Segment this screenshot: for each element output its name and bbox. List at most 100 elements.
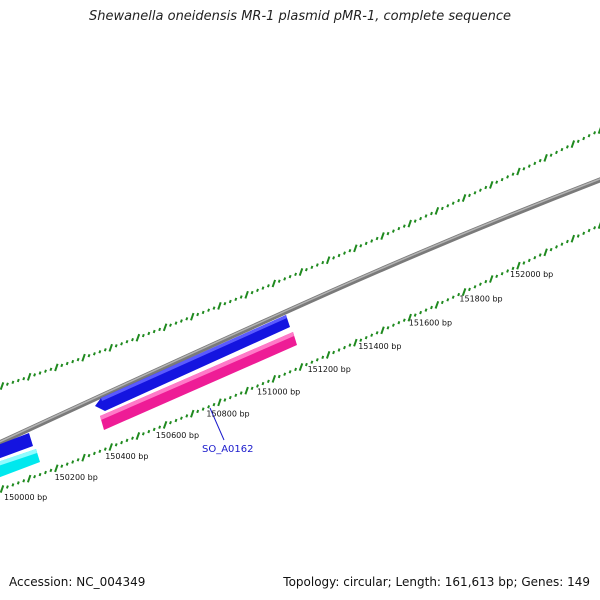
topology-text: Topology: circular; Length: 161,613 bp; … bbox=[283, 575, 590, 589]
ruler-major-tick bbox=[54, 464, 59, 473]
ruler-minor-tick bbox=[304, 267, 308, 272]
ruler-minor-tick bbox=[87, 453, 91, 458]
ruler-major-tick bbox=[190, 312, 195, 321]
ruler-minor-tick bbox=[131, 337, 134, 342]
ruler-minor-tick bbox=[397, 226, 401, 231]
ruler-minor-tick bbox=[201, 407, 205, 411]
ruler-minor-tick bbox=[169, 323, 172, 327]
ruler-major-tick bbox=[135, 333, 141, 342]
ruler-minor-tick bbox=[332, 256, 336, 260]
ruler-minor-tick bbox=[359, 338, 363, 342]
ruler-minor-tick bbox=[174, 418, 178, 423]
ruler-minor-tick bbox=[261, 286, 265, 290]
ruler-minor-tick bbox=[315, 358, 319, 362]
ruler-minor-tick bbox=[49, 468, 53, 473]
ruler-minor-tick bbox=[484, 279, 488, 284]
ruler-tick-label: 152000 bp bbox=[510, 270, 553, 279]
ruler-minor-tick bbox=[560, 242, 564, 246]
ruler-major-tick bbox=[135, 432, 141, 440]
ruler-minor-tick bbox=[391, 229, 395, 233]
ruler-minor-tick bbox=[419, 310, 423, 315]
ruler-minor-tick bbox=[60, 363, 64, 368]
ruler-minor-tick bbox=[294, 272, 298, 277]
ruler-minor-tick bbox=[413, 313, 417, 317]
map-title: Shewanella oneidensis MR-1 plasmid pMR-1… bbox=[88, 9, 512, 24]
gene-block-forward[interactable] bbox=[0, 433, 33, 460]
ruler-major-tick bbox=[461, 194, 467, 202]
gene-block-reverse-cyan-highlight bbox=[0, 449, 37, 466]
ruler-minor-tick bbox=[152, 329, 156, 334]
ruler-minor-tick bbox=[506, 175, 510, 179]
gene-block-reverse-cyan[interactable] bbox=[0, 449, 40, 479]
ruler-minor-tick bbox=[533, 161, 537, 166]
ruler-minor-tick bbox=[92, 451, 96, 456]
ruler-major-tick bbox=[353, 244, 358, 253]
gene-block-reverse[interactable] bbox=[100, 332, 297, 430]
ruler-major-tick bbox=[162, 420, 168, 429]
ruler-minor-tick bbox=[185, 317, 189, 321]
ruler-minor-tick bbox=[527, 258, 531, 263]
ruler-minor-tick bbox=[71, 460, 75, 464]
ruler-major-tick bbox=[298, 268, 304, 276]
ruler-minor-tick bbox=[337, 348, 341, 352]
ruler-minor-tick bbox=[495, 274, 499, 279]
ruler-major-tick bbox=[434, 300, 440, 309]
gene-arrow-forward[interactable] bbox=[95, 315, 290, 411]
ruler-minor-tick bbox=[527, 164, 531, 168]
ruler-minor-tick bbox=[451, 201, 455, 205]
ruler-minor-tick bbox=[473, 285, 477, 289]
ruler-minor-tick bbox=[22, 376, 26, 381]
ruler-minor-tick bbox=[120, 440, 124, 445]
ruler-minor-tick bbox=[343, 345, 346, 350]
ruler-minor-tick bbox=[576, 139, 580, 144]
ruler-tick-label: 151400 bp bbox=[358, 342, 401, 351]
ruler-major-tick bbox=[543, 248, 548, 257]
ruler-minor-tick bbox=[500, 271, 504, 276]
ruler-minor-tick bbox=[125, 438, 129, 443]
ruler-minor-tick bbox=[16, 481, 20, 485]
ruler-minor-tick bbox=[261, 381, 265, 386]
ruler-minor-tick bbox=[511, 172, 515, 176]
ruler-minor-tick bbox=[348, 343, 352, 347]
ruler-tick-label: 151000 bp bbox=[257, 388, 300, 397]
ruler-minor-tick bbox=[283, 277, 287, 281]
ruler-minor-tick bbox=[98, 350, 102, 354]
ruler-minor-tick bbox=[440, 206, 444, 211]
ruler-minor-tick bbox=[511, 266, 515, 271]
ruler-minor-tick bbox=[131, 436, 134, 440]
ruler-minor-tick bbox=[147, 331, 151, 336]
ruler-major-tick bbox=[217, 301, 222, 310]
ruler-minor-tick bbox=[294, 367, 298, 372]
ruler-minor-tick bbox=[114, 443, 118, 447]
ruler-minor-tick bbox=[158, 425, 162, 429]
ruler-minor-tick bbox=[49, 367, 53, 372]
ruler-minor-tick bbox=[321, 260, 325, 265]
ruler-major-tick bbox=[325, 256, 331, 265]
ruler-minor-tick bbox=[179, 416, 183, 420]
ruler-minor-tick bbox=[288, 274, 292, 279]
feature-label-so-a0162[interactable]: SO_A0162 bbox=[202, 444, 254, 455]
ruler-minor-tick bbox=[533, 255, 537, 260]
ruler-minor-tick bbox=[71, 359, 75, 364]
ruler-major-tick bbox=[271, 279, 277, 288]
ruler-minor-tick bbox=[549, 153, 553, 157]
ruler-minor-tick bbox=[304, 362, 308, 367]
ruler-minor-tick bbox=[560, 147, 564, 152]
ruler-minor-tick bbox=[424, 214, 428, 218]
ruler-minor-tick bbox=[451, 295, 455, 299]
ruler-minor-tick bbox=[92, 352, 96, 356]
ruler-minor-tick bbox=[103, 348, 107, 352]
ruler-labels: 150000 bp 150200 bp 150400 bp 150600 bp 1508… bbox=[4, 270, 553, 502]
ruler-minor-tick bbox=[250, 290, 254, 295]
ruler-major-tick bbox=[26, 372, 32, 381]
ruler-minor-tick bbox=[315, 263, 319, 267]
ruler-minor-tick bbox=[196, 409, 200, 414]
ruler-minor-tick bbox=[565, 145, 569, 149]
ruler-minor-tick bbox=[446, 204, 450, 208]
ruler-major-tick bbox=[380, 326, 385, 335]
ruler-minor-tick bbox=[364, 241, 368, 246]
ruler-minor-tick bbox=[125, 339, 129, 344]
ruler-major-tick bbox=[516, 167, 521, 176]
ruler-major-tick bbox=[244, 386, 249, 395]
ruler-minor-tick bbox=[555, 150, 558, 155]
